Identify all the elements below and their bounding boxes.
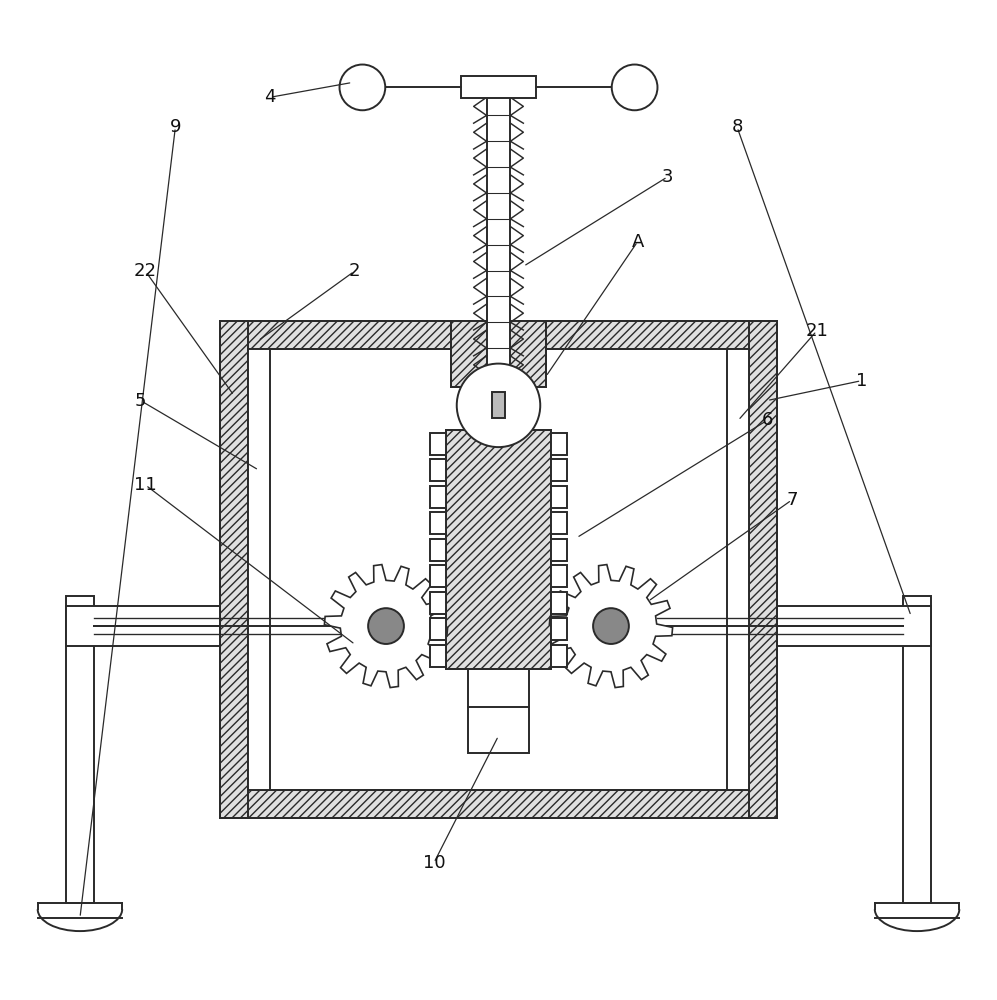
Bar — [452, 321, 545, 387]
Text: A: A — [631, 233, 644, 251]
Bar — [777, 606, 931, 646]
Bar — [431, 539, 447, 561]
Text: 4: 4 — [264, 88, 275, 106]
Bar — [727, 349, 749, 790]
Bar — [550, 565, 566, 587]
Circle shape — [368, 608, 404, 644]
Text: 5: 5 — [135, 392, 147, 410]
Bar — [431, 459, 447, 481]
Bar — [431, 433, 447, 455]
Circle shape — [457, 364, 540, 447]
Polygon shape — [549, 565, 673, 688]
Bar — [550, 618, 566, 640]
Bar — [550, 512, 566, 534]
Bar — [550, 459, 566, 481]
Text: 6: 6 — [762, 411, 773, 429]
Bar — [220, 321, 248, 818]
Circle shape — [612, 65, 657, 110]
Text: 8: 8 — [732, 118, 743, 136]
Bar — [248, 349, 749, 790]
Text: 2: 2 — [349, 262, 360, 280]
Bar — [468, 669, 529, 753]
Bar — [487, 87, 510, 387]
Bar — [220, 321, 777, 818]
Bar — [903, 596, 931, 903]
Bar — [248, 349, 270, 790]
Bar — [431, 486, 447, 508]
Bar — [550, 433, 566, 455]
Bar — [66, 606, 220, 646]
Bar — [550, 645, 566, 667]
Text: 1: 1 — [855, 372, 867, 390]
Polygon shape — [324, 565, 448, 688]
Bar — [431, 592, 447, 614]
Text: 10: 10 — [423, 854, 446, 872]
Text: 11: 11 — [135, 476, 157, 494]
Bar — [462, 76, 535, 98]
Bar — [447, 430, 550, 669]
Text: 9: 9 — [169, 118, 181, 136]
Bar — [492, 392, 505, 418]
Bar — [431, 645, 447, 667]
Bar — [431, 618, 447, 640]
Text: 3: 3 — [662, 168, 673, 186]
Bar — [66, 596, 94, 903]
Bar — [431, 565, 447, 587]
Text: 22: 22 — [134, 262, 158, 280]
Text: 21: 21 — [806, 322, 829, 340]
Text: 7: 7 — [786, 491, 798, 509]
Bar — [248, 349, 749, 790]
Bar — [550, 486, 566, 508]
Bar — [550, 592, 566, 614]
Bar — [220, 321, 777, 349]
Bar — [431, 512, 447, 534]
Bar — [220, 790, 777, 818]
Bar — [550, 539, 566, 561]
Circle shape — [340, 65, 385, 110]
Bar — [447, 430, 550, 669]
Circle shape — [593, 608, 629, 644]
Bar — [749, 321, 777, 818]
